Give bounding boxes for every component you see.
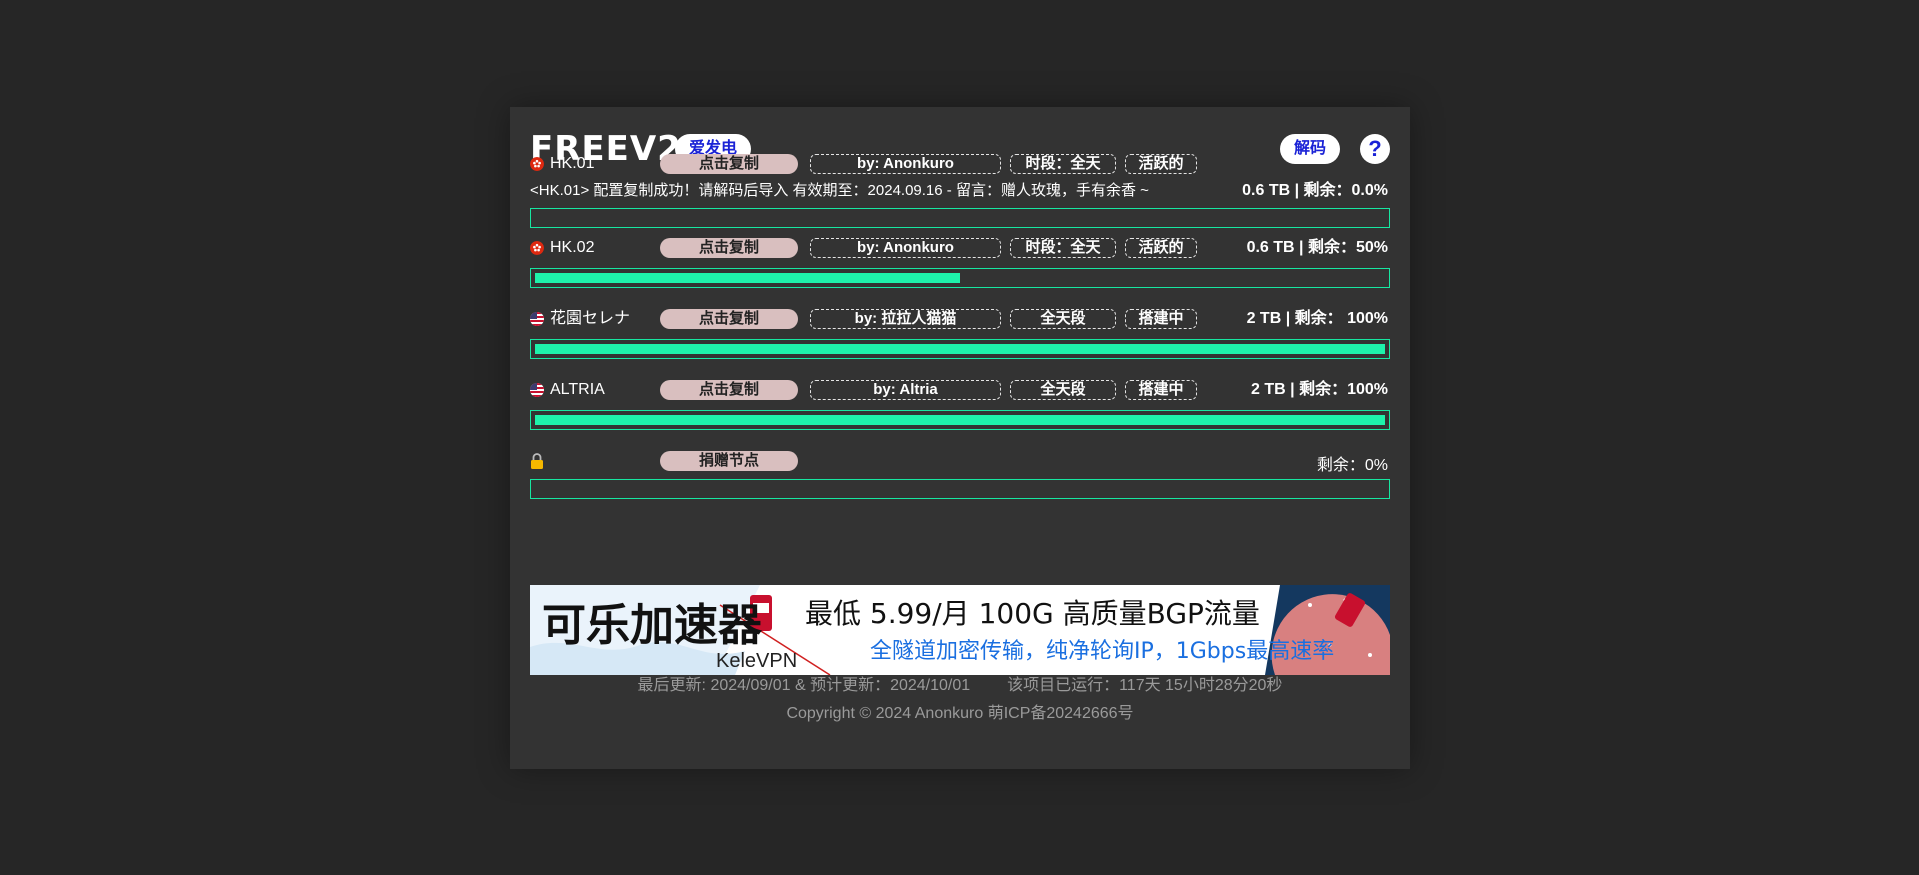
node-name: HK.02 (550, 239, 595, 256)
copyright: Copyright © 2024 Anonkuro 萌ICP备20242666号 (786, 705, 1134, 722)
time-tag: 时段：全天 (1010, 154, 1116, 174)
traffic-info: 2 TB | 剩余：100% (1251, 381, 1388, 398)
ad-banner-graphic: 可乐加速器 KeleVPN 最低 5.99/月 100G 高质量BGP流量 全隧… (530, 585, 1390, 675)
hk-flag-icon (530, 241, 544, 255)
ad-brand-en: KeleVPN (716, 650, 797, 672)
copy-button[interactable]: 点击复制 (660, 380, 798, 400)
node-hk01: HK.01 点击复制 by: Anonkuro 时段：全天 活跃的 <HK.01… (530, 152, 1390, 228)
time-tag: 全天段 (1010, 309, 1116, 329)
ad-headline: 最低 5.99/月 100G 高质量BGP流量 (805, 597, 1260, 630)
us-flag-icon (530, 383, 544, 397)
copy-success-message: <HK.01> 配置复制成功！请解码后导入 有效期至：2024.09.16 - … (530, 182, 1149, 199)
ad-brand-cn: 可乐加速器 (542, 600, 763, 651)
decode-button[interactable]: 解码 (1280, 134, 1340, 164)
update-info: 最后更新: 2024/09/01 & 预计更新：2024/10/01 (637, 677, 971, 694)
node-hanazono-serena: 花園セレナ 点击复制 by: 拉拉人猫猫 全天段 搭建中 2 TB | 剩余： … (530, 307, 1390, 359)
us-flag-icon (530, 312, 544, 326)
time-tag: 全天段 (1010, 380, 1116, 400)
copy-button[interactable]: 点击复制 (660, 238, 798, 258)
copy-button[interactable]: 点击复制 (660, 309, 798, 329)
node-name: HK.01 (550, 155, 595, 172)
time-tag: 时段：全天 (1010, 238, 1116, 258)
main-card: FREEV2 爱发电 解码 ? HK.01 点击复制 by: Anonkuro … (510, 107, 1410, 769)
traffic-info: 0.6 TB | 剩余：50% (1246, 239, 1388, 256)
traffic-info: 剩余：0% (1316, 457, 1388, 474)
header: FREEV2 爱发电 解码 ? (530, 129, 1390, 169)
status-tag: 搭建中 (1125, 309, 1197, 329)
remaining-progress-bar (530, 479, 1390, 499)
remaining-progress-bar (530, 268, 1390, 288)
progress-fill (535, 415, 1385, 425)
author-tag: by: Anonkuro (810, 238, 1001, 258)
node-hk02: HK.02 点击复制 by: Anonkuro 时段：全天 活跃的 0.6 TB… (530, 236, 1390, 288)
status-tag: 搭建中 (1125, 380, 1197, 400)
uptime-info: 该项目已运行：117天 15小时28分20秒 (1007, 677, 1283, 694)
remaining-progress-bar (530, 410, 1390, 430)
node-name: 花園セレナ (550, 310, 631, 327)
status-tag: 活跃的 (1125, 154, 1197, 174)
remaining-progress-bar (530, 339, 1390, 359)
author-tag: by: Anonkuro (810, 154, 1001, 174)
node-altria: ALTRIA 点击复制 by: Altria 全天段 搭建中 2 TB | 剩余… (530, 378, 1390, 430)
remaining-progress-bar (530, 208, 1390, 228)
help-button[interactable]: ? (1360, 134, 1390, 164)
ad-subline: 全隧道加密传输，纯净轮询IP，1Gbps最高速率 (870, 639, 1334, 664)
copy-button[interactable]: 点击复制 (660, 154, 798, 174)
author-tag: by: Altria (810, 380, 1001, 400)
status-tag: 活跃的 (1125, 238, 1197, 258)
ad-banner[interactable]: 可乐加速器 KeleVPN 最低 5.99/月 100G 高质量BGP流量 全隧… (530, 585, 1390, 675)
traffic-info: 2 TB | 剩余： 100% (1246, 310, 1388, 327)
author-tag: by: 拉拉人猫猫 (810, 309, 1001, 329)
progress-fill (535, 344, 1385, 354)
donate-node-button[interactable]: 捐赠节点 (660, 451, 798, 471)
lock-icon (530, 452, 544, 470)
progress-fill (535, 273, 960, 283)
node-name: ALTRIA (550, 381, 605, 398)
site-title: FREEV2 (530, 129, 682, 169)
hk-flag-icon (530, 157, 544, 171)
node-donate: 捐赠节点 剩余：0% (530, 449, 1390, 499)
traffic-info: 0.6 TB | 剩余：0.0% (1242, 182, 1388, 199)
footer-status: 最后更新: 2024/09/01 & 预计更新：2024/10/01 该项目已运… (510, 671, 1410, 695)
